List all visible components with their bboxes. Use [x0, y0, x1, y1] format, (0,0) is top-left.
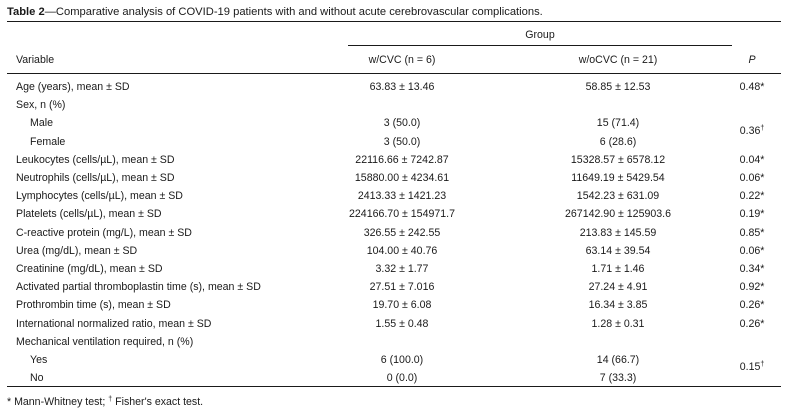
row-col2-value: 1.71 ± 1.46	[591, 263, 645, 275]
row-col1-value: 63.83 ± 13.46	[369, 81, 435, 93]
ventilation-p-number: 0.15	[739, 361, 761, 373]
row-label: Yes	[30, 354, 48, 366]
variable-header: Variable	[16, 54, 55, 66]
row-col1-value: 326.55 ± 242.55	[363, 227, 441, 239]
p-header: P	[748, 54, 756, 66]
row-label: Urea (mg/dL), mean ± SD	[16, 245, 138, 257]
row-col1-value: 224166.70 ± 154971.7	[349, 208, 455, 220]
row-label: Prothrombin time (s), mean ± SD	[16, 299, 171, 311]
row-col2-value: 1.28 ± 0.31	[591, 318, 645, 330]
row-p-value: 0.34*	[739, 263, 765, 275]
row-p-value: 0.19*	[739, 208, 765, 220]
row-col1-value: 104.00 ± 40.76	[366, 245, 438, 257]
ventilation-p-value: 0.15†	[722, 361, 782, 374]
group-header: Group	[525, 29, 555, 41]
row-col1-value: 19.70 ± 6.08	[372, 299, 432, 311]
row-col1-value: 27.51 ± 7.016	[369, 281, 435, 293]
row-col2-value: 15 (71.4)	[596, 117, 640, 129]
header-rule	[7, 73, 781, 74]
footnote-part2: Fisher's exact test.	[112, 396, 204, 408]
footnote-mark: †	[108, 396, 113, 403]
footnote-part1: * Mann-Whitney test;	[7, 396, 109, 408]
row-p-value: 0.26*	[739, 318, 765, 330]
row-p-value: 0.48*	[739, 81, 765, 93]
row-col2-value: 1542.23 ± 631.09	[576, 190, 660, 202]
row-col2-value: 16.34 ± 3.85	[588, 299, 648, 311]
row-col1-value: 0 (0.0)	[386, 372, 418, 384]
row-label: Age (years), mean ± SD	[16, 81, 130, 93]
row-col1-value: 6 (100.0)	[380, 354, 424, 366]
table-footnote: * Mann-Whitney test; † Fisher's exact te…	[7, 396, 203, 409]
col2-header: w/oCVC (n = 21)	[578, 54, 658, 66]
row-col2-value: 7 (33.3)	[599, 372, 637, 384]
row-label: Sex, n (%)	[16, 99, 66, 111]
table-caption-text: —Comparative analysis of COVID-19 patien…	[44, 6, 543, 18]
row-col2-value: 267142.90 ± 125903.6	[565, 208, 671, 220]
row-label: Mechanical ventilation required, n (%)	[16, 336, 194, 348]
row-label: Neutrophils (cells/µL), mean ± SD	[16, 172, 175, 184]
row-label: Leukocytes (cells/µL), mean ± SD	[16, 154, 175, 166]
row-label: Platelets (cells/µL), mean ± SD	[16, 208, 162, 220]
row-col1-value: 22116.66 ± 7242.87	[355, 154, 449, 166]
row-p-value: 0.22*	[739, 190, 765, 202]
row-col1-value: 3.32 ± 1.77	[375, 263, 429, 275]
row-label: No	[30, 372, 44, 384]
row-p-value: 0.06*	[739, 245, 765, 257]
row-label: Female	[30, 136, 66, 148]
row-col1-value: 3 (50.0)	[383, 136, 421, 148]
sex-p-mark: †	[760, 125, 765, 132]
row-col2-value: 27.24 ± 4.91	[588, 281, 648, 293]
row-label: Creatinine (mg/dL), mean ± SD	[16, 263, 163, 275]
row-col1-value: 1.55 ± 0.48	[375, 318, 429, 330]
row-p-value: 0.85*	[739, 227, 765, 239]
row-col2-value: 63.14 ± 39.54	[585, 245, 651, 257]
row-label: Activated partial thromboplastin time (s…	[16, 281, 261, 293]
bottom-rule	[7, 386, 781, 387]
row-label: Male	[30, 117, 53, 129]
row-label: International normalized ratio, mean ± S…	[16, 318, 212, 330]
row-label: C-reactive protein (mg/L), mean ± SD	[16, 227, 192, 239]
row-p-value: 0.04*	[739, 154, 765, 166]
row-col2-value: 58.85 ± 12.53	[585, 81, 651, 93]
table-caption-label: Table 2	[7, 6, 45, 18]
row-col2-value: 213.83 ± 145.59	[579, 227, 657, 239]
row-col2-value: 6 (28.6)	[599, 136, 637, 148]
sex-p-value: 0.36†	[722, 125, 782, 138]
group-subrule	[348, 45, 732, 46]
top-rule	[7, 21, 781, 22]
row-col1-value: 2413.33 ± 1421.23	[357, 190, 447, 202]
table-caption: Table 2—Comparative analysis of COVID-19…	[7, 5, 543, 19]
row-p-value: 0.06*	[739, 172, 765, 184]
row-col1-value: 15880.00 ± 4234.61	[354, 172, 450, 184]
ventilation-p-mark: †	[760, 361, 765, 368]
row-col1-value: 3 (50.0)	[383, 117, 421, 129]
sex-p-number: 0.36	[739, 125, 761, 137]
row-col2-value: 15328.57 ± 6578.12	[570, 154, 666, 166]
row-col2-value: 11649.19 ± 5429.54	[571, 172, 665, 184]
row-label: Lymphocytes (cells/µL), mean ± SD	[16, 190, 183, 202]
row-p-value: 0.26*	[739, 299, 765, 311]
row-p-value: 0.92*	[739, 281, 765, 293]
col1-header: w/CVC (n = 6)	[368, 54, 436, 66]
row-col2-value: 14 (66.7)	[596, 354, 640, 366]
